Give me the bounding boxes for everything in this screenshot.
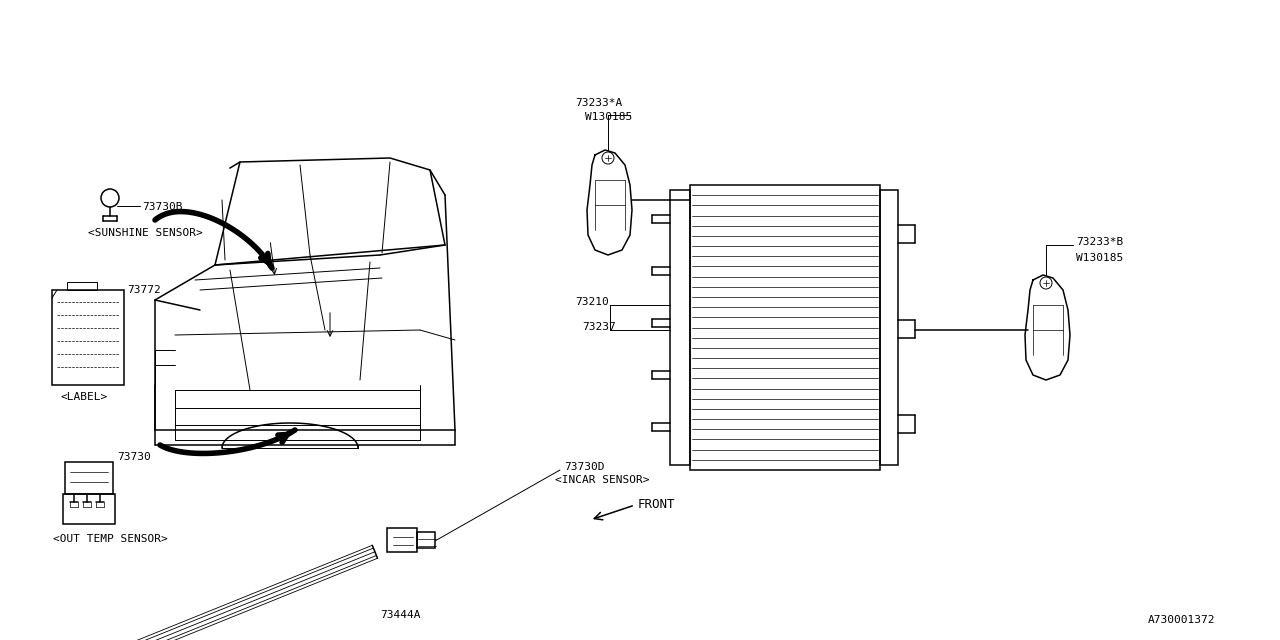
- Text: <SUNSHINE SENSOR>: <SUNSHINE SENSOR>: [88, 228, 202, 238]
- Text: 73237: 73237: [582, 322, 616, 332]
- Text: <LABEL>: <LABEL>: [60, 392, 108, 402]
- Text: W130185: W130185: [585, 112, 632, 122]
- Text: FRONT: FRONT: [637, 498, 676, 511]
- Text: 73210: 73210: [575, 297, 609, 307]
- Bar: [417, 532, 435, 548]
- Text: 73233*A: 73233*A: [575, 98, 622, 108]
- Text: A730001372: A730001372: [1148, 615, 1216, 625]
- Text: 73444A: 73444A: [380, 610, 421, 620]
- Text: 73730D: 73730D: [564, 462, 604, 472]
- Text: W130185: W130185: [1076, 253, 1124, 263]
- Bar: [387, 528, 417, 552]
- Text: 73233*B: 73233*B: [1076, 237, 1124, 247]
- Bar: [881, 190, 899, 465]
- Text: 73730B: 73730B: [142, 202, 183, 212]
- Bar: [67, 282, 97, 290]
- Bar: [65, 462, 113, 494]
- Text: <INCAR SENSOR>: <INCAR SENSOR>: [556, 475, 649, 485]
- Text: 73772: 73772: [127, 285, 161, 295]
- Bar: [669, 190, 690, 465]
- Text: 73730: 73730: [116, 452, 151, 462]
- Bar: [63, 494, 115, 524]
- Bar: [690, 185, 881, 470]
- Text: <OUT TEMP SENSOR>: <OUT TEMP SENSOR>: [52, 534, 168, 544]
- Bar: [52, 290, 124, 385]
